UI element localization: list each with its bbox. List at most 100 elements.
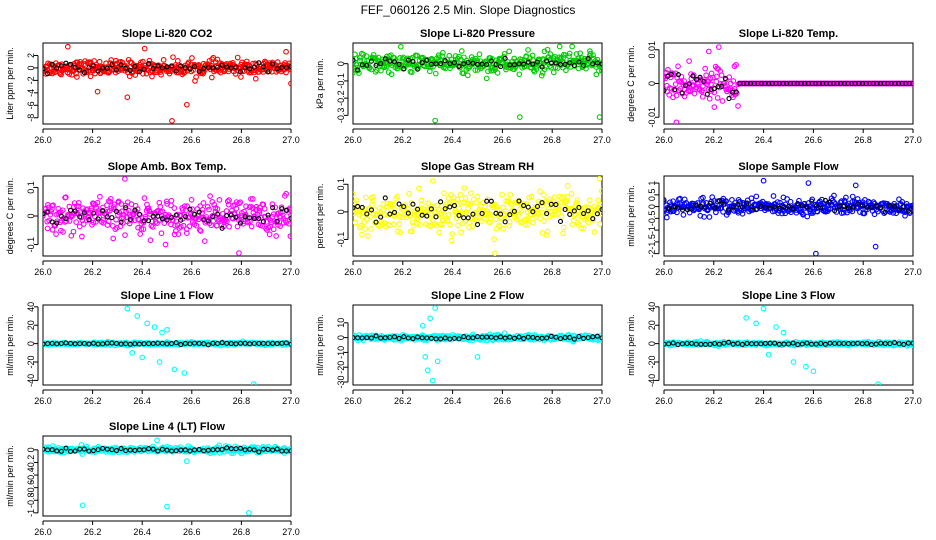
reference-point — [182, 340, 188, 347]
data-point-outlier — [872, 243, 879, 250]
data-point — [107, 198, 114, 205]
reference-point — [581, 211, 587, 217]
reference-point — [288, 448, 291, 454]
reference-point — [419, 212, 425, 218]
data-point — [453, 215, 460, 221]
reference-point — [378, 335, 384, 341]
data-point — [62, 194, 69, 201]
data-point — [444, 217, 451, 224]
x-tick-label: 27.0 — [282, 267, 300, 277]
data-point — [487, 211, 494, 218]
reference-point — [410, 336, 416, 342]
data-point — [476, 51, 483, 58]
data-point — [237, 199, 244, 206]
reference-point — [201, 448, 207, 454]
reference-point — [136, 341, 142, 347]
y-tick-label: -0.2 — [26, 455, 36, 471]
data-point — [543, 232, 550, 238]
data-point — [840, 209, 847, 216]
reference-point — [132, 341, 138, 347]
reference-point — [716, 198, 722, 204]
reference-point — [470, 60, 476, 66]
reference-point — [850, 341, 856, 347]
reference-point — [210, 340, 216, 346]
panel-title: Slope Amb. Box Temp. — [108, 161, 227, 173]
reference-point — [49, 447, 55, 453]
data-point — [440, 49, 446, 56]
data-point — [492, 216, 499, 223]
data-point — [157, 203, 164, 210]
reference-point — [465, 335, 471, 341]
reference-point — [228, 65, 234, 71]
reference-point — [901, 204, 907, 210]
reference-point — [679, 90, 685, 96]
reference-point — [283, 207, 289, 213]
reference-point — [43, 446, 46, 452]
reference-point — [845, 341, 851, 347]
data-point — [502, 208, 509, 214]
reference-point — [201, 341, 207, 347]
data-point — [226, 197, 232, 203]
reference-point — [689, 206, 695, 212]
reference-point — [387, 211, 393, 217]
data-point-outlier — [753, 320, 759, 327]
reference-point — [353, 205, 356, 211]
reference-point — [571, 62, 577, 69]
data-point — [196, 227, 203, 233]
reference-point — [95, 447, 101, 453]
data-point — [416, 185, 422, 192]
panel-title: Slope Li-820 Pressure — [420, 28, 535, 40]
data-point-outlier — [121, 176, 128, 182]
reference-point — [146, 446, 152, 452]
x-tick-label: 26.0 — [655, 396, 673, 406]
reference-point — [461, 61, 467, 67]
reference-point — [391, 334, 398, 340]
reference-point — [68, 448, 74, 454]
reference-point — [192, 447, 198, 453]
data-point — [368, 226, 374, 232]
data-point-outlier — [743, 315, 750, 321]
y-tick-label: -10 — [336, 346, 346, 359]
reference-point — [781, 204, 787, 210]
data-point — [277, 223, 284, 229]
reference-point — [562, 61, 568, 67]
reference-point — [45, 341, 51, 347]
reference-point — [118, 219, 124, 225]
points — [43, 176, 291, 256]
reference-point — [132, 447, 138, 454]
data-point — [256, 204, 263, 211]
reference-point — [675, 342, 681, 348]
reference-point — [86, 448, 92, 454]
reference-point — [77, 67, 83, 73]
data-point — [234, 54, 241, 61]
data-point — [260, 69, 266, 75]
reference-point — [396, 61, 402, 67]
reference-point — [753, 207, 759, 213]
reference-point — [878, 340, 884, 346]
data-point-outlier — [422, 354, 429, 360]
data-point — [691, 90, 698, 97]
data-point — [462, 195, 469, 201]
data-point-outlier — [154, 437, 160, 444]
data-point — [197, 228, 204, 234]
reference-point — [672, 87, 678, 93]
data-point — [664, 214, 670, 221]
data-point-outlier — [773, 324, 779, 330]
y-tick-label: 0 — [647, 204, 657, 209]
data-point — [530, 219, 536, 226]
reference-point — [428, 335, 434, 341]
data-point — [186, 223, 193, 230]
reference-point — [493, 210, 499, 216]
reference-point — [368, 58, 374, 64]
reference-point — [438, 61, 444, 67]
x-tick-label: 27.0 — [593, 267, 611, 277]
data-point — [370, 194, 377, 200]
reference-point — [127, 447, 133, 453]
data-point — [432, 70, 439, 77]
data-point — [369, 202, 375, 208]
data-point — [506, 223, 512, 229]
reference-point — [666, 206, 672, 212]
data-point — [417, 221, 423, 228]
